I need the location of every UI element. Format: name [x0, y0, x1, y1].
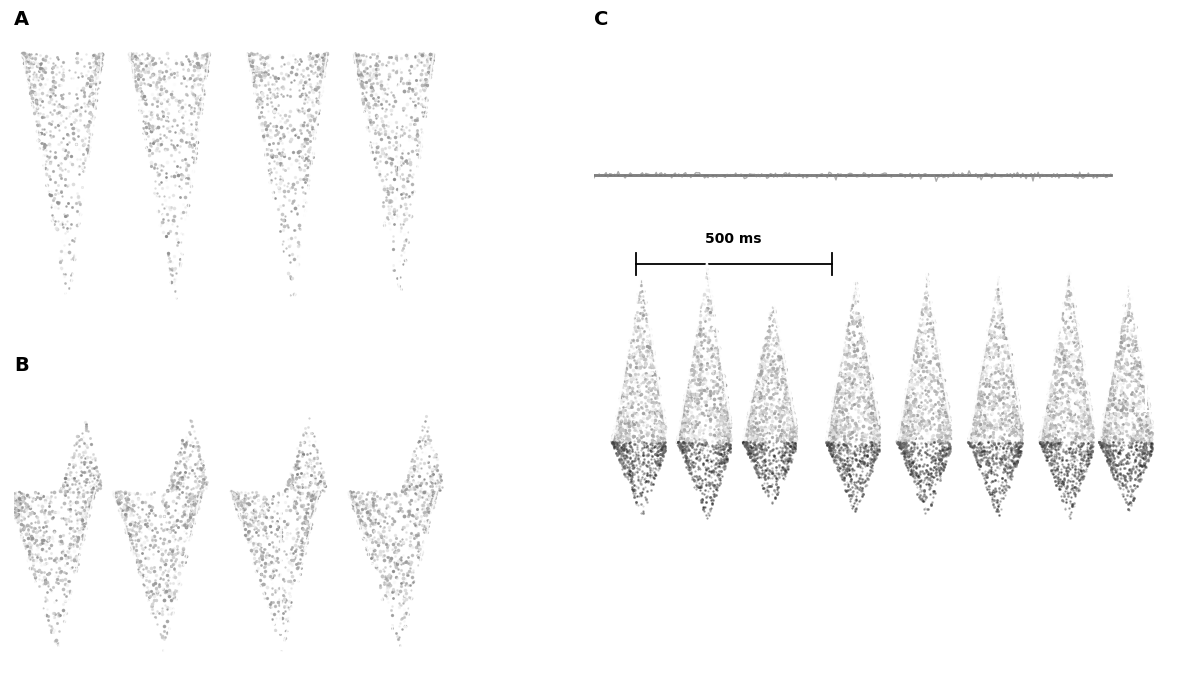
Text: C: C — [594, 10, 608, 29]
Text: 25 mmHg: 25 mmHg — [1150, 36, 1163, 97]
Text: 200 ms: 200 ms — [68, 3, 126, 17]
Text: PAT: PAT — [385, 315, 413, 329]
Text: 200 ms: 200 ms — [64, 625, 120, 639]
Text: PAT: PAT — [268, 641, 295, 655]
Text: 50 cm/s: 50 cm/s — [520, 526, 532, 576]
Text: 50 cm/s: 50 cm/s — [520, 91, 532, 140]
Text: A: A — [14, 10, 30, 29]
Text: 500 ms: 500 ms — [706, 232, 762, 246]
Text: 50 cm/s: 50 cm/s — [1162, 319, 1175, 369]
Text: B: B — [14, 356, 29, 375]
